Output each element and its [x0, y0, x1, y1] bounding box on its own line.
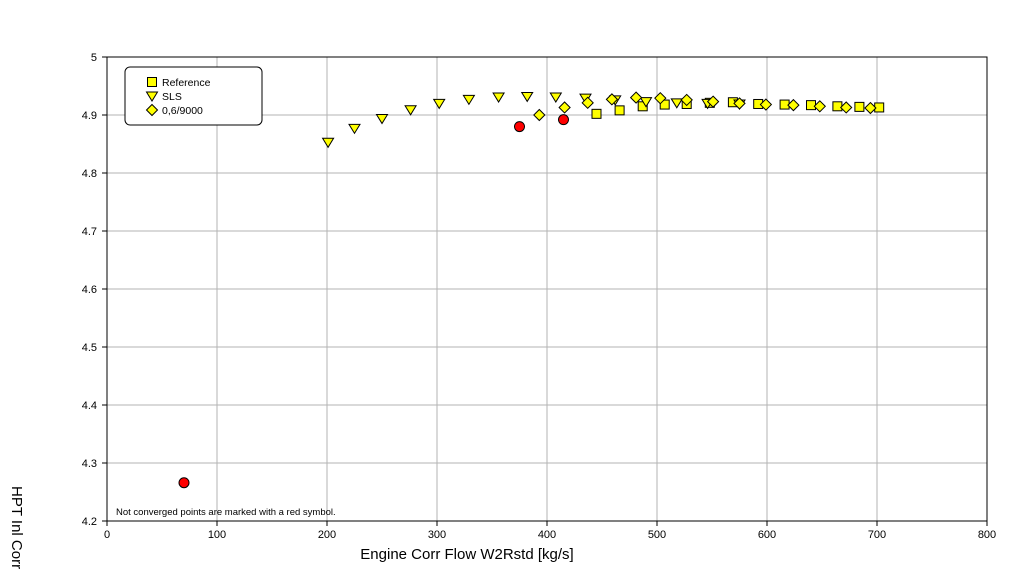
x-tick-label: 100 [208, 529, 226, 541]
x-tick-label: 400 [538, 529, 556, 541]
x-tick-label: 600 [758, 529, 776, 541]
data-point-diamond [864, 101, 877, 115]
y-tick-label: 4.8 [82, 168, 97, 180]
y-tick-label: 5 [91, 52, 97, 64]
x-tick-label: 200 [318, 529, 336, 541]
x-axis-title: Engine Corr Flow W2Rstd [kg/s] [360, 546, 573, 563]
data-point-diamond [629, 91, 643, 104]
x-tick-label: 0 [104, 529, 110, 541]
y-tick-label: 4.3 [82, 458, 97, 470]
data-point-triangle-down [404, 105, 417, 116]
data-point-diamond [733, 97, 746, 110]
data-point-square [806, 100, 816, 111]
data-point-square [874, 102, 885, 113]
y-tick-label: 4.6 [82, 284, 97, 296]
x-tick-label: 500 [648, 529, 666, 541]
data-point-triangle-down [348, 123, 361, 135]
data-point-triangle-down [520, 91, 534, 103]
legend-marker-square [147, 77, 157, 87]
data-point-diamond [813, 100, 827, 113]
data-point-diamond [680, 93, 693, 107]
data-point-square [659, 99, 670, 110]
axis-ticks: 0 100 200 300 400 500 600 700 800 4.2 4.3 4.4 4.5 4.6… [82, 52, 996, 541]
x-tick-label: 800 [978, 529, 996, 541]
data-point-triangle-down [375, 113, 389, 125]
legend-marker-triangle-down [145, 91, 159, 102]
legend-label: Reference [162, 77, 211, 89]
data-point-diamond [787, 98, 800, 112]
data-point-square [832, 101, 843, 112]
data-point-diamond [605, 93, 619, 106]
legend-marker-diamond [145, 103, 159, 117]
data-point-diamond [759, 98, 773, 111]
legend-label: SLS [162, 91, 182, 103]
data-point-diamond [654, 91, 667, 105]
data-point-triangle-down [432, 98, 446, 110]
data-point-diamond [839, 101, 853, 114]
data-points [178, 91, 885, 489]
not-converged-point [178, 477, 190, 489]
data-point-diamond [581, 96, 594, 110]
not-converged-series [178, 114, 569, 489]
data-point-diamond [533, 108, 546, 122]
y-tick-label: 4.2 [82, 516, 97, 528]
legend-label: 0,6/9000 [162, 105, 203, 117]
data-point-triangle-down [462, 94, 476, 106]
not-converged-point [514, 121, 525, 133]
data-point-square [779, 99, 790, 110]
x-tick-label: 700 [868, 529, 886, 541]
x-tick-label: 300 [428, 529, 446, 541]
y-axis-title: HPT Inl Corr [8, 486, 25, 569]
data-point-square [591, 108, 602, 119]
series-diamond [533, 91, 877, 122]
grid-lines [107, 57, 987, 521]
data-point-triangle-down [492, 92, 505, 103]
y-tick-label: 4.5 [82, 342, 97, 354]
y-tick-label: 4.9 [82, 110, 97, 122]
data-point-triangle-down [639, 97, 653, 108]
data-point-triangle-down [670, 98, 684, 109]
not-converged-point [558, 114, 569, 126]
legend-box [124, 66, 263, 126]
data-point-diamond [706, 95, 720, 108]
not-converged-note: Not converged points are marked with a r… [116, 507, 336, 518]
legend: Reference SLS 0,6/9000 [124, 66, 263, 126]
data-point-triangle-down [549, 92, 563, 103]
data-point-triangle-down [321, 137, 335, 149]
data-point-square [854, 101, 865, 112]
data-point-diamond [558, 101, 571, 114]
y-tick-label: 4.7 [82, 226, 97, 238]
data-point-square [614, 105, 625, 116]
y-tick-label: 4.4 [82, 400, 97, 412]
